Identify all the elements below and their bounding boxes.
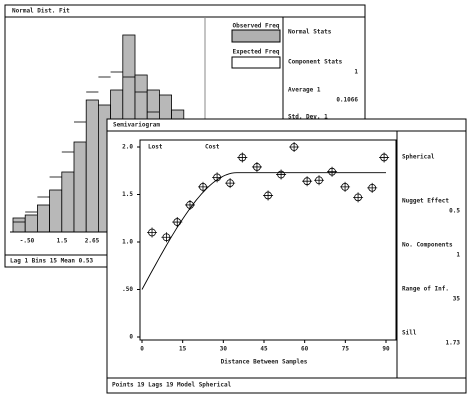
point-cross [172, 217, 183, 228]
point [172, 217, 183, 228]
point [147, 227, 158, 238]
bar [73, 141, 87, 233]
x-tick-label: 75 [342, 346, 350, 353]
point [289, 142, 300, 152]
x-tick-label: 45 [260, 346, 268, 353]
point [276, 169, 287, 180]
bar [85, 99, 99, 233]
point-cross [340, 181, 351, 192]
point [367, 182, 378, 193]
bar [61, 171, 75, 233]
param-label: Nugget Effect [402, 198, 449, 205]
x-tick-label: 30 [220, 346, 228, 353]
x-tick-label: 90 [382, 346, 390, 353]
y-tick-label: 2.0 [122, 144, 133, 151]
x-tick-label: 2.65 [85, 238, 100, 245]
point [302, 176, 313, 187]
y-tick-label: 1.5 [122, 191, 133, 198]
stat-value: 0.1066 [336, 97, 358, 104]
param-label: No. Components [402, 242, 453, 249]
point-cross [289, 142, 300, 152]
point [237, 152, 248, 163]
param-value: 0.5 [449, 208, 460, 215]
x-axis-title: Distance Between Samples [221, 359, 308, 366]
point [212, 172, 223, 183]
param-label: Sill [402, 330, 417, 337]
point [263, 190, 274, 201]
legend-swatch [231, 56, 281, 69]
point-cross [184, 199, 195, 210]
annotation: Lost [148, 144, 163, 151]
point [251, 161, 262, 172]
legend-label: Expected Freq [233, 49, 280, 56]
point [379, 152, 390, 163]
annotation: Cost [205, 144, 220, 151]
point [353, 192, 364, 203]
legend-swatch [231, 29, 281, 43]
point-cross [263, 190, 274, 201]
point [225, 178, 236, 189]
point-cross [327, 166, 338, 177]
stat-value: 1 [354, 69, 358, 76]
y-tick-label: 1.0 [122, 239, 133, 246]
point [198, 181, 208, 192]
point-cross [353, 192, 364, 203]
bar [24, 214, 38, 233]
stat-label: Average 1 [288, 87, 321, 94]
point-cross [314, 175, 325, 186]
param-value: 35 [453, 296, 461, 303]
legend-label: Observed Freq [233, 23, 280, 30]
variogram-chart: 0 .50 1.0 1.5 2.0 0 15 30 45 60 75 90 Distance Betwe… [122, 139, 397, 366]
bar [49, 189, 63, 233]
window-title: Normal Dist. Fit [12, 8, 70, 15]
stat-label: Normal Stats [288, 29, 332, 36]
point-cross [198, 181, 208, 192]
x-tick-label: 1.5 [57, 238, 68, 245]
point [184, 199, 195, 210]
bar [37, 204, 51, 233]
model-curve [141, 172, 386, 290]
point [327, 166, 338, 177]
window-title: Semivariogram [113, 122, 160, 129]
y-tick-label: .50 [122, 286, 133, 293]
y-tick-label: 0 [129, 334, 133, 341]
point-cross [212, 172, 223, 183]
status-text: Points 19 Lags 19 Model Spherical [112, 382, 232, 389]
x-tick-label: 15 [179, 346, 187, 353]
stat-label: Std. Dev. 1 [288, 114, 328, 121]
x-tick-label: 0 [140, 346, 144, 353]
bar [12, 217, 26, 233]
point-cross [276, 169, 287, 180]
param-label: Range of Inf. [402, 286, 449, 293]
point-cross [367, 182, 378, 193]
point [340, 181, 351, 192]
point-cross [251, 161, 262, 172]
x-tick-label: 60 [301, 346, 309, 353]
point-cross [161, 232, 172, 243]
front-window [106, 118, 467, 394]
status-text: Lag 1 Bins 15 Mean 0.53 [10, 258, 93, 265]
plot-frame [139, 139, 397, 341]
x-tick-label: -.50 [20, 238, 35, 245]
point-cross [147, 227, 158, 238]
point-cross [379, 152, 390, 163]
param-value: 1.73 [446, 340, 461, 347]
point-cross [237, 152, 248, 163]
point [314, 175, 325, 186]
param-value: 1 [456, 252, 460, 259]
stat-label: Component Stats [288, 59, 343, 66]
point [161, 232, 172, 243]
point-cross [302, 176, 313, 187]
point-cross [225, 178, 236, 189]
param-label: Spherical [402, 154, 435, 161]
